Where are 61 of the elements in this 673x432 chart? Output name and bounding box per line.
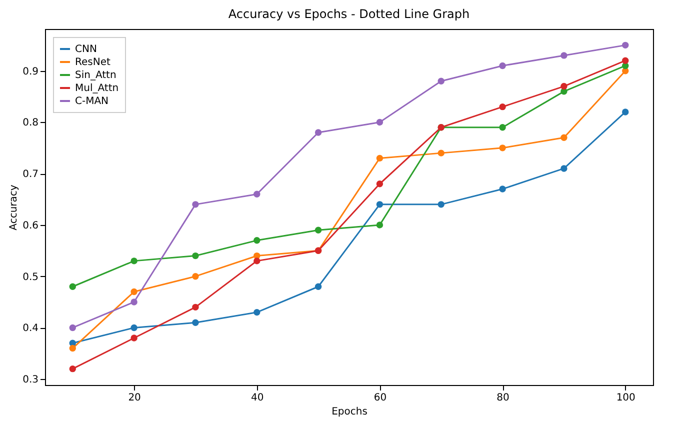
y-tick-label: 0.6	[22, 220, 38, 232]
point	[376, 154, 384, 162]
x-tick-label: 20	[128, 392, 141, 404]
point	[192, 304, 199, 311]
point	[254, 308, 260, 316]
point	[192, 319, 199, 326]
point	[560, 134, 568, 141]
point	[69, 324, 76, 332]
point	[314, 283, 322, 290]
point	[560, 82, 568, 90]
point	[438, 78, 444, 84]
point	[376, 118, 384, 126]
chart-title: Accuracy vs Epochs - Dotted Line Graph	[228, 7, 470, 21]
point	[376, 180, 384, 188]
point	[560, 52, 568, 59]
legend-label: Mul_Attn	[75, 83, 119, 94]
point	[130, 298, 138, 306]
point	[69, 344, 76, 352]
y-tick-label: 0.7	[22, 169, 38, 180]
point	[622, 108, 629, 116]
x-tick-label: 100	[616, 392, 636, 404]
point	[130, 288, 138, 296]
y-tick-label: 0.9	[22, 66, 38, 78]
point	[438, 201, 444, 208]
point	[499, 124, 506, 131]
y-tick-label: 0.3	[22, 374, 38, 386]
point	[254, 237, 260, 244]
point	[130, 324, 138, 332]
point	[499, 144, 506, 152]
x-tick-label: 60	[374, 392, 387, 404]
point	[314, 226, 322, 234]
point	[192, 273, 199, 280]
point	[622, 42, 629, 49]
point	[499, 103, 506, 110]
point	[560, 165, 568, 172]
x-tick-label: 40	[251, 392, 264, 404]
y-tick-label: 0.4	[22, 323, 38, 334]
point	[376, 201, 384, 208]
point	[314, 129, 322, 136]
point	[622, 57, 629, 64]
x-tick-label: 80	[496, 392, 510, 404]
point	[69, 283, 76, 290]
point	[130, 258, 138, 264]
point	[192, 201, 199, 208]
x-axis-title: Epochs	[332, 406, 368, 418]
point	[254, 258, 260, 264]
y-tick-label: 0.5	[22, 272, 38, 283]
legend-label: CNN	[75, 44, 97, 55]
legend-label: Sin_Attn	[75, 70, 116, 81]
legend-label: C-MAN	[75, 96, 109, 107]
point	[192, 252, 199, 260]
y-axis-title: Accuracy	[8, 184, 20, 230]
point	[254, 190, 260, 198]
y-tick-label: 0.8	[22, 118, 38, 129]
point	[438, 150, 444, 156]
point	[499, 186, 506, 192]
point	[499, 62, 506, 70]
legend-label: ResNet	[75, 57, 110, 68]
point	[69, 365, 76, 372]
point	[376, 222, 384, 228]
point	[130, 334, 138, 342]
